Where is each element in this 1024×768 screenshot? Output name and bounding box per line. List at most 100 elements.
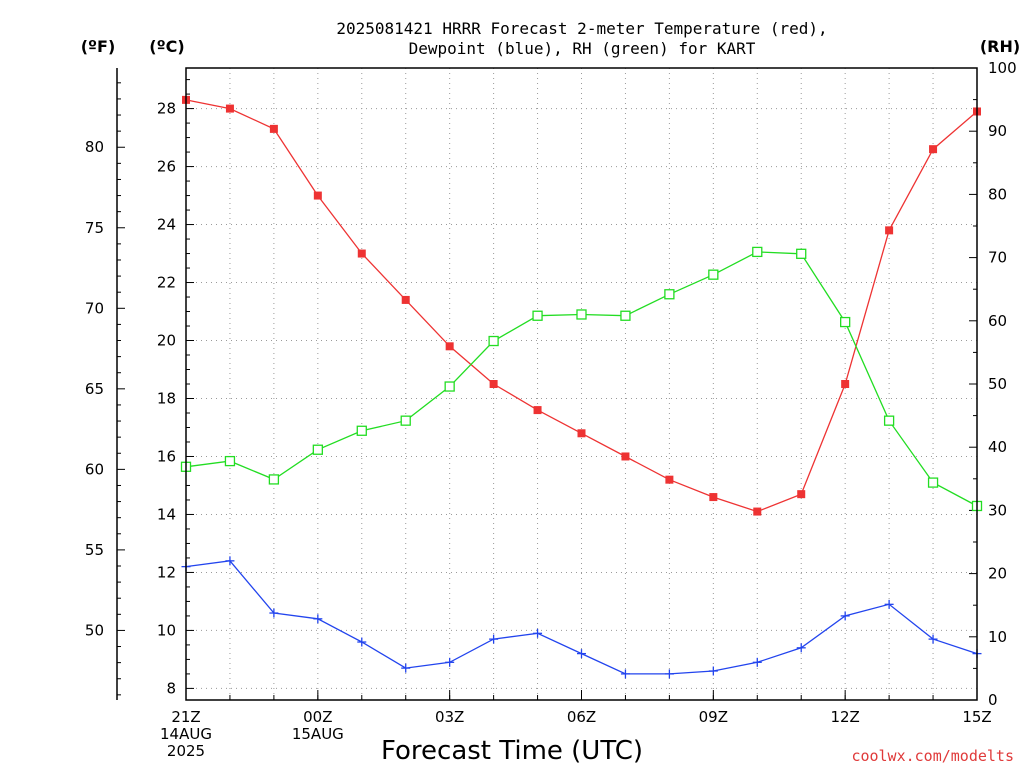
rh-point: [488, 335, 499, 347]
rh-tick-label: 10: [988, 628, 1007, 646]
dewpoint-point: [796, 643, 806, 653]
x-tick-label-line: 14AUG: [160, 725, 212, 743]
x-tick-label-line: 06Z: [567, 708, 596, 726]
2-meter-temperature-point: [357, 249, 366, 258]
fahrenheit-tick-label: 50: [85, 621, 104, 639]
celsius-tick-label: 26: [157, 158, 176, 176]
rh-point: [532, 310, 543, 321]
data-series: [180, 95, 983, 679]
dewpoint-point: [225, 556, 235, 566]
dewpoint-point: [752, 657, 762, 667]
dewpoint-point: [928, 634, 938, 644]
2-meter-temperature-point: [797, 490, 806, 499]
x-tick-label-line: 15AUG: [292, 725, 344, 743]
rh-point: [268, 474, 280, 485]
rh-point: [620, 310, 631, 321]
dewpoint-point: [620, 669, 630, 679]
rh-point: [796, 248, 807, 259]
rh-tick-label: 40: [988, 438, 1007, 456]
rh-point: [840, 316, 851, 328]
2-meter-temperature-point: [885, 226, 894, 235]
dewpoint-point: [401, 663, 411, 673]
x-tick-label: 03Z: [435, 708, 464, 726]
celsius-tick-label: 14: [157, 505, 176, 523]
dewpoint-point: [357, 637, 367, 647]
celsius-tick-label: 18: [157, 389, 176, 407]
rh-tick-label: 0: [988, 691, 998, 709]
rh-tick-label: 60: [988, 312, 1007, 330]
2-meter-temperature-point: [533, 406, 542, 415]
x-tick-label: 21Z 14AUG 2025: [160, 708, 212, 760]
dewpoint-point: [313, 614, 323, 624]
dewpoint-point: [884, 599, 894, 609]
rh-tick-label: 80: [988, 185, 1007, 203]
rh-tick-label: 90: [988, 122, 1007, 140]
celsius-unit-label: (ºC): [149, 37, 184, 56]
x-tick-label: 09Z: [699, 708, 728, 726]
2-meter-temperature-point: [621, 452, 630, 461]
grid-lines: [186, 68, 977, 700]
celsius-tick-label: 22: [157, 274, 176, 292]
2-meter-temperature-point: [313, 191, 322, 200]
rh-point: [883, 415, 895, 426]
dewpoint-point: [708, 666, 718, 676]
2-meter-temperature-point: [489, 380, 498, 388]
rh-point: [356, 425, 367, 436]
dewpoint-point: [840, 611, 850, 621]
2-meter-temperature-point: [445, 342, 454, 351]
x-tick-label-line: 2025: [167, 742, 205, 760]
rh-point: [664, 289, 675, 300]
rh-tick-label: 100: [988, 59, 1017, 77]
x-axis-title: Forecast Time (UTC): [381, 736, 643, 766]
dewpoint-point: [533, 628, 543, 638]
dewpoint-point: [577, 649, 586, 659]
2-meter-temperature-point: [225, 104, 234, 113]
fahrenheit-axis: 50 55 60 65 70 75 80: [85, 68, 125, 700]
rh-tick-label: 20: [988, 565, 1007, 583]
plot-frame: [185, 67, 978, 701]
rh-tick-label: 70: [988, 249, 1007, 267]
2-meter-temperature-line: [185, 99, 978, 513]
x-tick-label-line: 15Z: [962, 708, 991, 726]
2-meter-temperature-point: [929, 145, 938, 154]
chart-title-line-2: Dewpoint (blue), RH (green) for KART: [409, 39, 756, 58]
fahrenheit-tick-label: 70: [85, 299, 104, 317]
2-meter-temperature-point: [269, 124, 278, 133]
fahrenheit-unit-label: (ºF): [81, 37, 116, 56]
fahrenheit-tick-label: 60: [85, 460, 104, 478]
rh-point: [400, 415, 411, 426]
chart-title-line-1: 2025081421 HRRR Forecast 2-meter Tempera…: [336, 19, 827, 38]
dewpoint-point: [445, 657, 455, 667]
rh-tick-label: 50: [988, 375, 1007, 393]
x-tick-label-line: 12Z: [830, 708, 859, 726]
fahrenheit-tick-label: 75: [85, 219, 104, 237]
2-meter-temperature-point: [753, 507, 762, 516]
dewpoint-point: [664, 669, 674, 679]
celsius-tick-label: 10: [157, 621, 176, 639]
x-tick-label-line: 03Z: [435, 708, 464, 726]
celsius-tick-label: 12: [157, 563, 176, 581]
celsius-axis: 8 10 12 14 16 18 20 22 24 26 28: [157, 79, 194, 697]
fahrenheit-tick-label: 65: [85, 380, 104, 398]
rh-point: [752, 246, 763, 258]
celsius-tick-label: 24: [157, 216, 176, 234]
2-meter-temperature-point: [665, 475, 674, 484]
rh-point: [927, 477, 939, 488]
dewpoint-point: [269, 608, 279, 618]
rh-tick-label: 30: [988, 501, 1007, 519]
celsius-tick-label: 28: [157, 100, 176, 118]
x-tick-label: 06Z: [567, 708, 596, 726]
rh-point: [708, 269, 719, 280]
celsius-tick-label: 20: [157, 332, 176, 350]
rh-unit-label: (RH): [980, 37, 1020, 56]
x-tick-label: 15Z: [962, 708, 991, 726]
x-tick-label: 00Z 15AUG: [292, 708, 344, 743]
rh-point: [224, 455, 236, 467]
2-meter-temperature-point: [577, 429, 586, 438]
x-tick-label-line: 09Z: [699, 708, 728, 726]
rh-point: [444, 381, 455, 392]
2-meter-temperature-point: [841, 380, 850, 388]
2-meter-temperature-point: [709, 493, 718, 502]
x-tick-label: 12Z: [830, 708, 859, 726]
